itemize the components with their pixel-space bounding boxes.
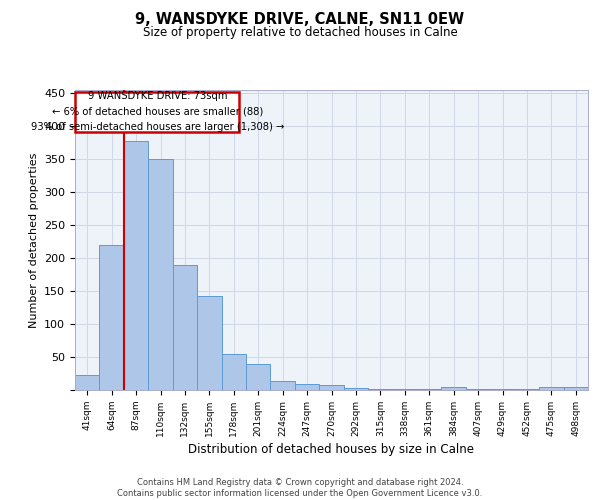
Bar — [100, 245, 124, 390]
Text: 9 WANSDYKE DRIVE: 73sqm
← 6% of detached houses are smaller (88)
93% of semi-det: 9 WANSDYKE DRIVE: 73sqm ← 6% of detached… — [31, 91, 284, 132]
Bar — [197, 296, 221, 390]
Y-axis label: Number of detached properties: Number of detached properties — [29, 152, 38, 328]
Bar — [246, 364, 271, 390]
Bar — [319, 384, 344, 390]
Bar — [563, 388, 588, 390]
Text: 9, WANSDYKE DRIVE, CALNE, SN11 0EW: 9, WANSDYKE DRIVE, CALNE, SN11 0EW — [136, 12, 464, 28]
Bar — [75, 376, 100, 390]
Bar — [271, 382, 295, 390]
Bar — [368, 388, 392, 390]
Text: Size of property relative to detached houses in Calne: Size of property relative to detached ho… — [143, 26, 457, 39]
Bar — [148, 159, 173, 390]
Bar — [539, 386, 563, 390]
Bar — [221, 354, 246, 390]
X-axis label: Distribution of detached houses by size in Calne: Distribution of detached houses by size … — [188, 443, 475, 456]
Bar — [442, 386, 466, 390]
Bar — [344, 388, 368, 390]
Bar — [173, 264, 197, 390]
FancyBboxPatch shape — [76, 92, 239, 132]
Text: Contains HM Land Registry data © Crown copyright and database right 2024.
Contai: Contains HM Land Registry data © Crown c… — [118, 478, 482, 498]
Bar — [295, 384, 319, 390]
Bar — [124, 141, 148, 390]
